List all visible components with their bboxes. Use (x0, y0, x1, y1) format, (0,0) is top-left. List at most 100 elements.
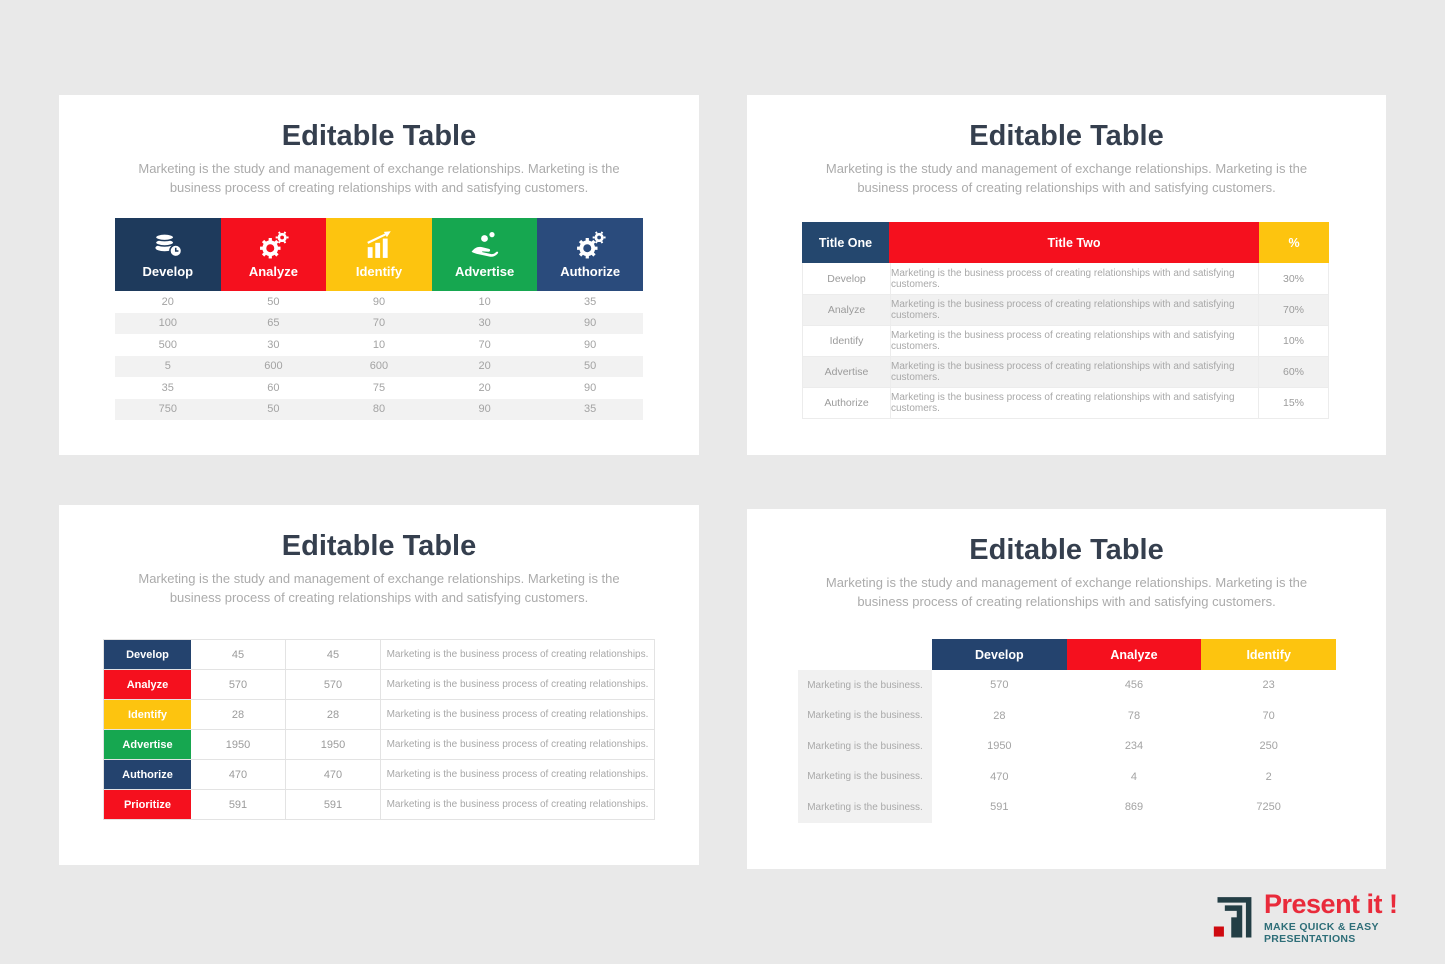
slide-title: Editable Table (969, 120, 1164, 152)
table-body: Develop Marketing is the business process… (802, 263, 1329, 419)
column-header-develop: Develop (932, 639, 1067, 670)
table-cell: 90 (584, 381, 597, 394)
description-cell: Marketing is the business process of cre… (890, 263, 1258, 294)
table-cell: 50 (267, 403, 280, 416)
row-label-cell: Identify (829, 335, 864, 347)
table-cell: 5 (164, 360, 171, 373)
slide-subtitle: Marketing is the study and management of… (825, 575, 1308, 609)
value-cell: 470 (191, 760, 286, 790)
description-cell: Marketing is the business process of cre… (381, 640, 655, 670)
table-cell: 90 (478, 403, 491, 416)
column-header-label: Advertise (454, 263, 515, 279)
table-cell: 60 (267, 381, 280, 394)
column-header-label: Develop (142, 263, 194, 279)
table-cell: 50 (584, 360, 597, 373)
column-header-advertise: Advertise (431, 218, 538, 291)
table-row: 500 30 10 70 90 (115, 334, 643, 356)
column-header-label: Authorize (560, 263, 621, 279)
table-row: Develop Marketing is the business process… (803, 263, 1328, 294)
row-label-cell-advertise: Advertise (104, 730, 191, 760)
percent-cell: 30% (1258, 263, 1328, 294)
table-row: Advertise Marketing is the business proce… (803, 356, 1328, 387)
value-cell: 23 (1201, 670, 1336, 701)
column-header-authorize: Authorize (537, 218, 643, 291)
table-row: 20 50 90 10 35 (115, 291, 643, 313)
table-header-row: Develop Analyze Identify Advertise (115, 218, 643, 291)
table-row: 750 50 80 90 35 (115, 398, 643, 420)
table-cell: 600 (264, 360, 283, 373)
value-cell: 570 (932, 670, 1067, 701)
table-row: Analyze Marketing is the business process… (803, 294, 1328, 325)
table-cell: 750 (158, 403, 177, 416)
table-cell: 10 (478, 295, 491, 308)
table-row: 100 65 70 30 90 (115, 312, 643, 334)
table-header-row: Title One Title Two% (802, 222, 1329, 263)
column-header-analyze: Analyze (220, 218, 327, 291)
description-cell: Marketing is the business process of cre… (381, 700, 655, 730)
table-cell: 90 (584, 338, 597, 351)
row-label-cell-identify: Identify (104, 700, 191, 730)
row-label-cell-authorize: Authorize (104, 760, 191, 790)
slide-title: Editable Table (281, 530, 477, 562)
table-row: 35 60 75 20 90 (115, 377, 643, 399)
value-cell: 1950 (932, 731, 1067, 762)
value-cell: 591 (286, 790, 381, 820)
column-header-develop: Develop (115, 218, 221, 291)
table-cell: 500 (158, 338, 177, 351)
row-label-cell-prioritize: Prioritize (104, 790, 191, 820)
icon-header-table: Develop Analyze Identify Advertise (115, 218, 643, 420)
table-header-row: Develop Analyze Identify (932, 639, 1337, 670)
table-cell: 70 (478, 338, 491, 351)
table-cell: 65 (267, 317, 280, 330)
row-label-cell: Marketing is the business. (798, 761, 932, 792)
table-row: Authorize Marketing is the business proce… (803, 387, 1328, 418)
percent-cell: 70% (1258, 295, 1328, 325)
gears-icon (259, 230, 289, 258)
gears-icon (576, 230, 606, 258)
value-cell: 45 (286, 640, 381, 670)
value-cell: 28 (932, 700, 1067, 731)
value-cell: 570 (286, 670, 381, 700)
slide-top-right: Editable Table Marketing is the study an… (747, 95, 1386, 455)
description-cell: Marketing is the business process of cre… (381, 760, 655, 790)
table-cell: 600 (369, 360, 389, 373)
description-cell: Marketing is the business process of cre… (381, 670, 655, 700)
description-cell: Marketing is the business process of cre… (890, 388, 1258, 418)
column-header-title-two: Title Two (889, 222, 1259, 263)
coins-icon (154, 232, 183, 257)
row-label-cell: Analyze (827, 304, 866, 316)
presentit-logo: Present it ! MAKE QUICK & EASY PRESENTAT… (1212, 891, 1445, 945)
value-cell: 250 (1201, 731, 1336, 762)
table-cell: 35 (584, 295, 597, 308)
slide-top-left: Editable Table Marketing is the study an… (59, 95, 699, 455)
value-cell: 45 (191, 640, 286, 670)
hand-coins-icon (471, 231, 499, 257)
table-cell: 30 (267, 338, 280, 351)
value-cell: 470 (286, 760, 381, 790)
title-percent-table: Title One Title Two% Develop Marketing is … (802, 222, 1329, 419)
row-label-cell: Advertise (824, 366, 869, 378)
table-body: 20 50 90 10 35 100 65 70 30 90 500 30 10 70 90 5 600 600 2… (115, 291, 643, 420)
table-cell: 20 (478, 381, 491, 394)
value-cell: 591 (191, 790, 286, 820)
value-cell: 1950 (191, 730, 286, 760)
slide-subtitle: Marketing is the study and management of… (138, 571, 620, 605)
table-row: 5 600 600 20 50 (115, 355, 643, 377)
table-cell: 50 (267, 295, 280, 308)
row-label-cell: Marketing is the business. (798, 792, 932, 823)
table-cell: 100 (158, 317, 177, 330)
row-label-cell: Marketing is the business. (798, 670, 932, 701)
table-cell: 80 (372, 403, 386, 416)
column-header-label: Identify (355, 263, 403, 279)
slide-title: Editable Table (281, 120, 477, 152)
table-cell: 30 (478, 317, 491, 330)
column-header-identify: Identify (326, 218, 432, 291)
slide-subtitle: Marketing is the study and management of… (138, 161, 620, 195)
row-label-cell: Develop (827, 272, 866, 285)
value-cell: 4 (1066, 761, 1202, 792)
table-cell: 75 (372, 381, 386, 394)
column-header-title-one: Title One (802, 222, 889, 263)
column-header-label: Analyze (248, 263, 298, 279)
column-header-%: % (1259, 222, 1329, 263)
slide-bottom-left: Editable Table Marketing is the study an… (59, 505, 699, 865)
